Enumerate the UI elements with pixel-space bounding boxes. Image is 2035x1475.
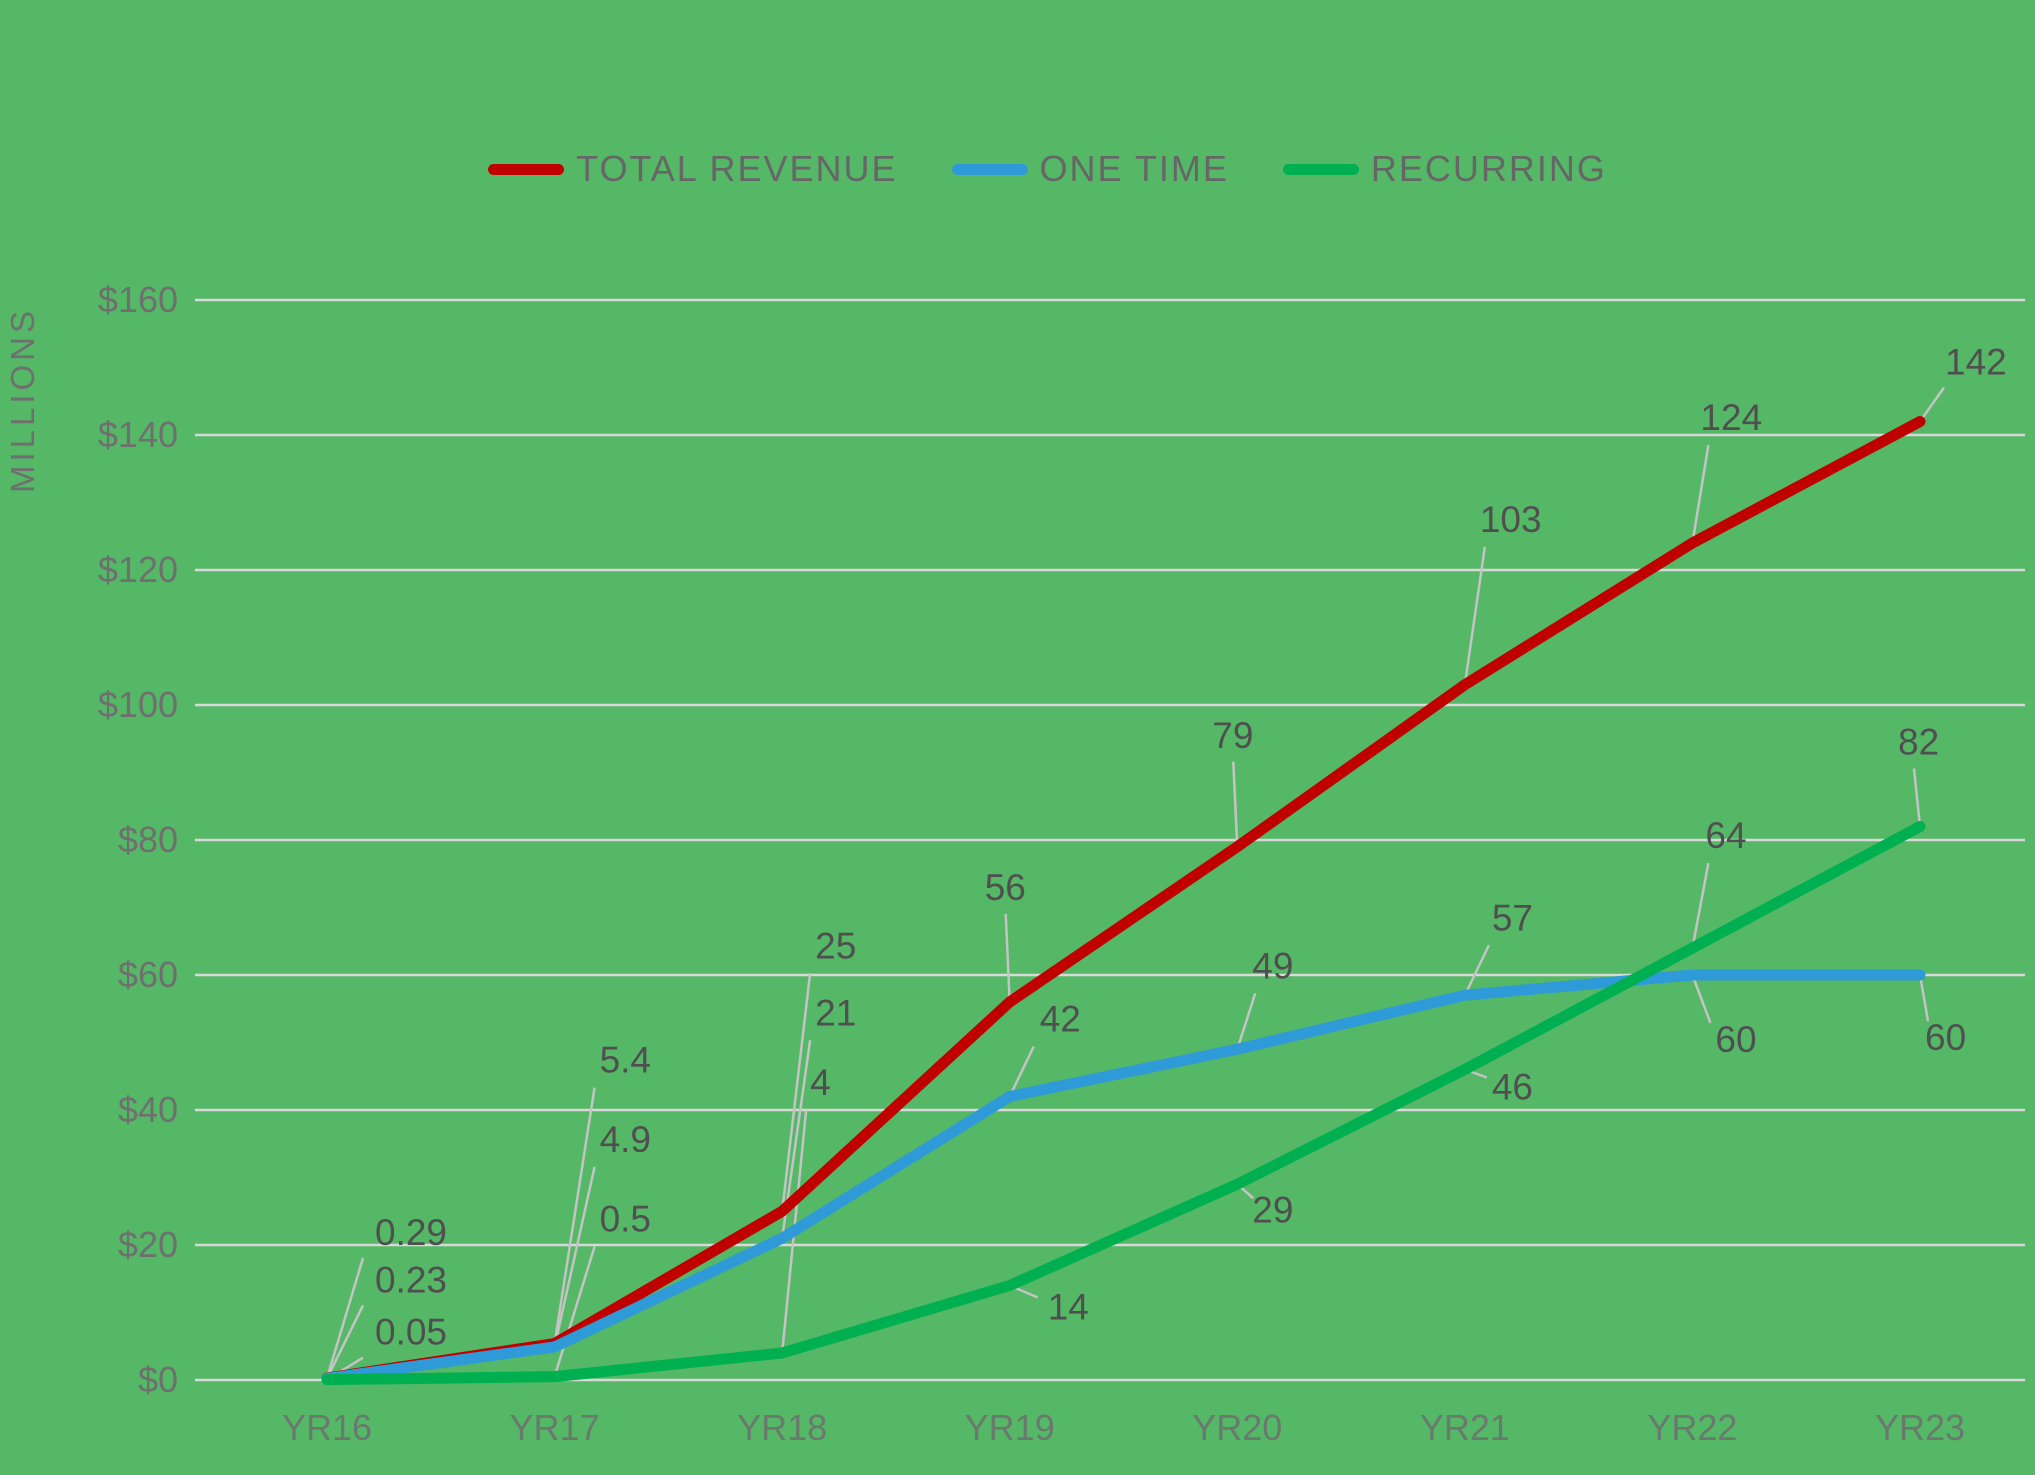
y-tick-label: $40	[118, 1089, 178, 1130]
data-label: 142	[1945, 342, 2007, 383]
y-tick-label: $100	[98, 684, 178, 725]
data-label: 124	[1700, 397, 1762, 438]
data-label: 0.5	[600, 1199, 651, 1240]
x-tick-label: YR17	[510, 1407, 600, 1448]
leader-line	[1463, 546, 1487, 685]
data-label: 57	[1492, 897, 1533, 938]
series-line-total-revenue	[321, 416, 1926, 1384]
y-tick-label: $120	[98, 549, 178, 590]
data-label: 0.05	[375, 1312, 447, 1353]
legend-item-recurring: RECURRING	[1282, 148, 1607, 190]
leader-line	[325, 1257, 365, 1379]
data-label: 42	[1040, 999, 1081, 1040]
legend-label-total-revenue: TOTAL REVENUE	[576, 148, 898, 189]
leader-line	[1691, 444, 1710, 544]
data-label: 4	[810, 1062, 831, 1103]
y-tick-label: $0	[138, 1359, 178, 1400]
x-tick-label: YR23	[1875, 1407, 1965, 1448]
leader-line	[1236, 992, 1257, 1050]
leader-line	[1918, 974, 1930, 1022]
leader-line	[1463, 944, 1490, 996]
y-tick-label: $160	[98, 279, 178, 320]
x-tick-label: YR21	[1420, 1407, 1510, 1448]
legend-swatch-recurring	[1282, 163, 1359, 175]
data-label: 25	[815, 925, 856, 966]
y-tick-label: $20	[118, 1224, 178, 1265]
series-line-one-time	[321, 969, 1926, 1384]
data-label: 64	[1705, 815, 1746, 856]
legend-swatch-one-time	[951, 163, 1028, 175]
legend-swatch-total-revenue	[488, 163, 565, 175]
leader-line	[553, 1246, 596, 1377]
data-label: 14	[1048, 1287, 1089, 1328]
leader-line	[553, 1087, 596, 1344]
data-label: 56	[985, 867, 1026, 908]
data-label: 0.23	[375, 1259, 447, 1300]
x-tick-label: YR18	[737, 1407, 827, 1448]
leader-line	[1691, 974, 1712, 1024]
leader-line	[780, 973, 812, 1212]
data-label: 82	[1898, 722, 1939, 763]
x-tick-label: YR20	[1192, 1407, 1282, 1448]
leader-line	[1232, 761, 1239, 847]
data-label: 0.29	[375, 1212, 447, 1253]
data-label: 60	[1715, 1019, 1756, 1060]
data-label: 21	[815, 992, 856, 1033]
data-label: 29	[1252, 1189, 1293, 1230]
leader-line	[553, 1166, 596, 1348]
legend-label-recurring: RECURRING	[1370, 148, 1607, 189]
y-tick-label: $80	[118, 819, 178, 860]
y-tick-label: $140	[98, 414, 178, 455]
leader-line	[1912, 768, 1922, 827]
leader-line	[1008, 1045, 1035, 1098]
leader-line	[325, 1304, 365, 1380]
data-label: 49	[1252, 945, 1293, 986]
y-tick-label: $60	[118, 954, 178, 995]
data-label: 103	[1480, 499, 1542, 540]
x-tick-label: YR16	[282, 1407, 372, 1448]
legend-item-one-time: ONE TIME	[951, 148, 1229, 190]
legend-label-one-time: ONE TIME	[1039, 148, 1229, 189]
x-tick-label: YR22	[1647, 1407, 1737, 1448]
legend-item-total-revenue: TOTAL REVENUE	[488, 148, 897, 190]
series-line-recurring	[321, 821, 1926, 1386]
y-axis-title: MILLIONS	[4, 307, 41, 493]
x-tick-label: YR19	[965, 1407, 1055, 1448]
data-label: 5.4	[600, 1040, 651, 1081]
leader-line	[1004, 913, 1011, 1003]
data-label: 4.9	[600, 1119, 651, 1160]
leader-line	[1691, 862, 1710, 949]
leader-line	[1918, 386, 1946, 423]
chart-legend: TOTAL REVENUE ONE TIME RECURRING	[30, 148, 2035, 190]
data-label: 60	[1925, 1017, 1966, 1058]
data-label: 46	[1492, 1067, 1533, 1108]
data-label: 79	[1212, 715, 1253, 756]
